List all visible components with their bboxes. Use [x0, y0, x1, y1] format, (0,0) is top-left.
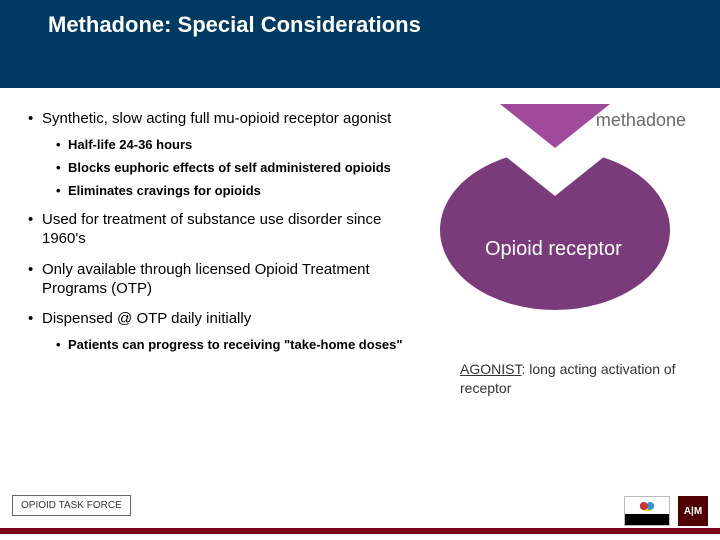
sub-bullet: Eliminates cravings for opioids [42, 183, 418, 200]
drug-label: methadone [596, 110, 686, 131]
content-area: Synthetic, slow acting full mu-opioid re… [0, 88, 720, 398]
header: Methadone: Special Considerations [0, 0, 720, 88]
agonist-note: AGONIST: long acting activation of recep… [460, 360, 700, 398]
drug-shape [500, 104, 610, 148]
slide-title: Methadone: Special Considerations [48, 12, 720, 38]
echo-logo-icon [624, 496, 670, 526]
bullet-2: Used for treatment of substance use diso… [28, 211, 418, 249]
receptor-notch [495, 148, 615, 196]
atm-logo-icon: A|M [678, 496, 708, 526]
sub-bullet: Half-life 24-36 hours [42, 137, 418, 154]
sub-bullet: Blocks euphoric effects of self administ… [42, 160, 418, 177]
receptor-diagram: Opioid receptor methadone [430, 110, 680, 310]
bullet-text: Synthetic, slow acting full mu-opioid re… [42, 110, 391, 127]
receptor-label: Opioid receptor [485, 238, 622, 261]
footer-bar [0, 528, 720, 534]
receptor-shape: Opioid receptor [440, 150, 670, 310]
bullet-text: Dispensed @ OTP daily initially [42, 310, 251, 327]
footer-task-force: OPIOID TASK FORCE [12, 495, 131, 516]
bullet-1: Synthetic, slow acting full mu-opioid re… [28, 110, 418, 199]
bullet-3: Only available through licensed Opioid T… [28, 261, 418, 299]
diagram-column: Opioid receptor methadone AGONIST: long … [418, 110, 700, 398]
footer-logos: A|M [624, 496, 708, 526]
sub-bullet: Patients can progress to receiving "take… [42, 337, 418, 354]
agonist-term: AGONIST [460, 361, 521, 377]
bullet-4: Dispensed @ OTP daily initially Patients… [28, 310, 418, 354]
bullet-column: Synthetic, slow acting full mu-opioid re… [28, 110, 418, 398]
